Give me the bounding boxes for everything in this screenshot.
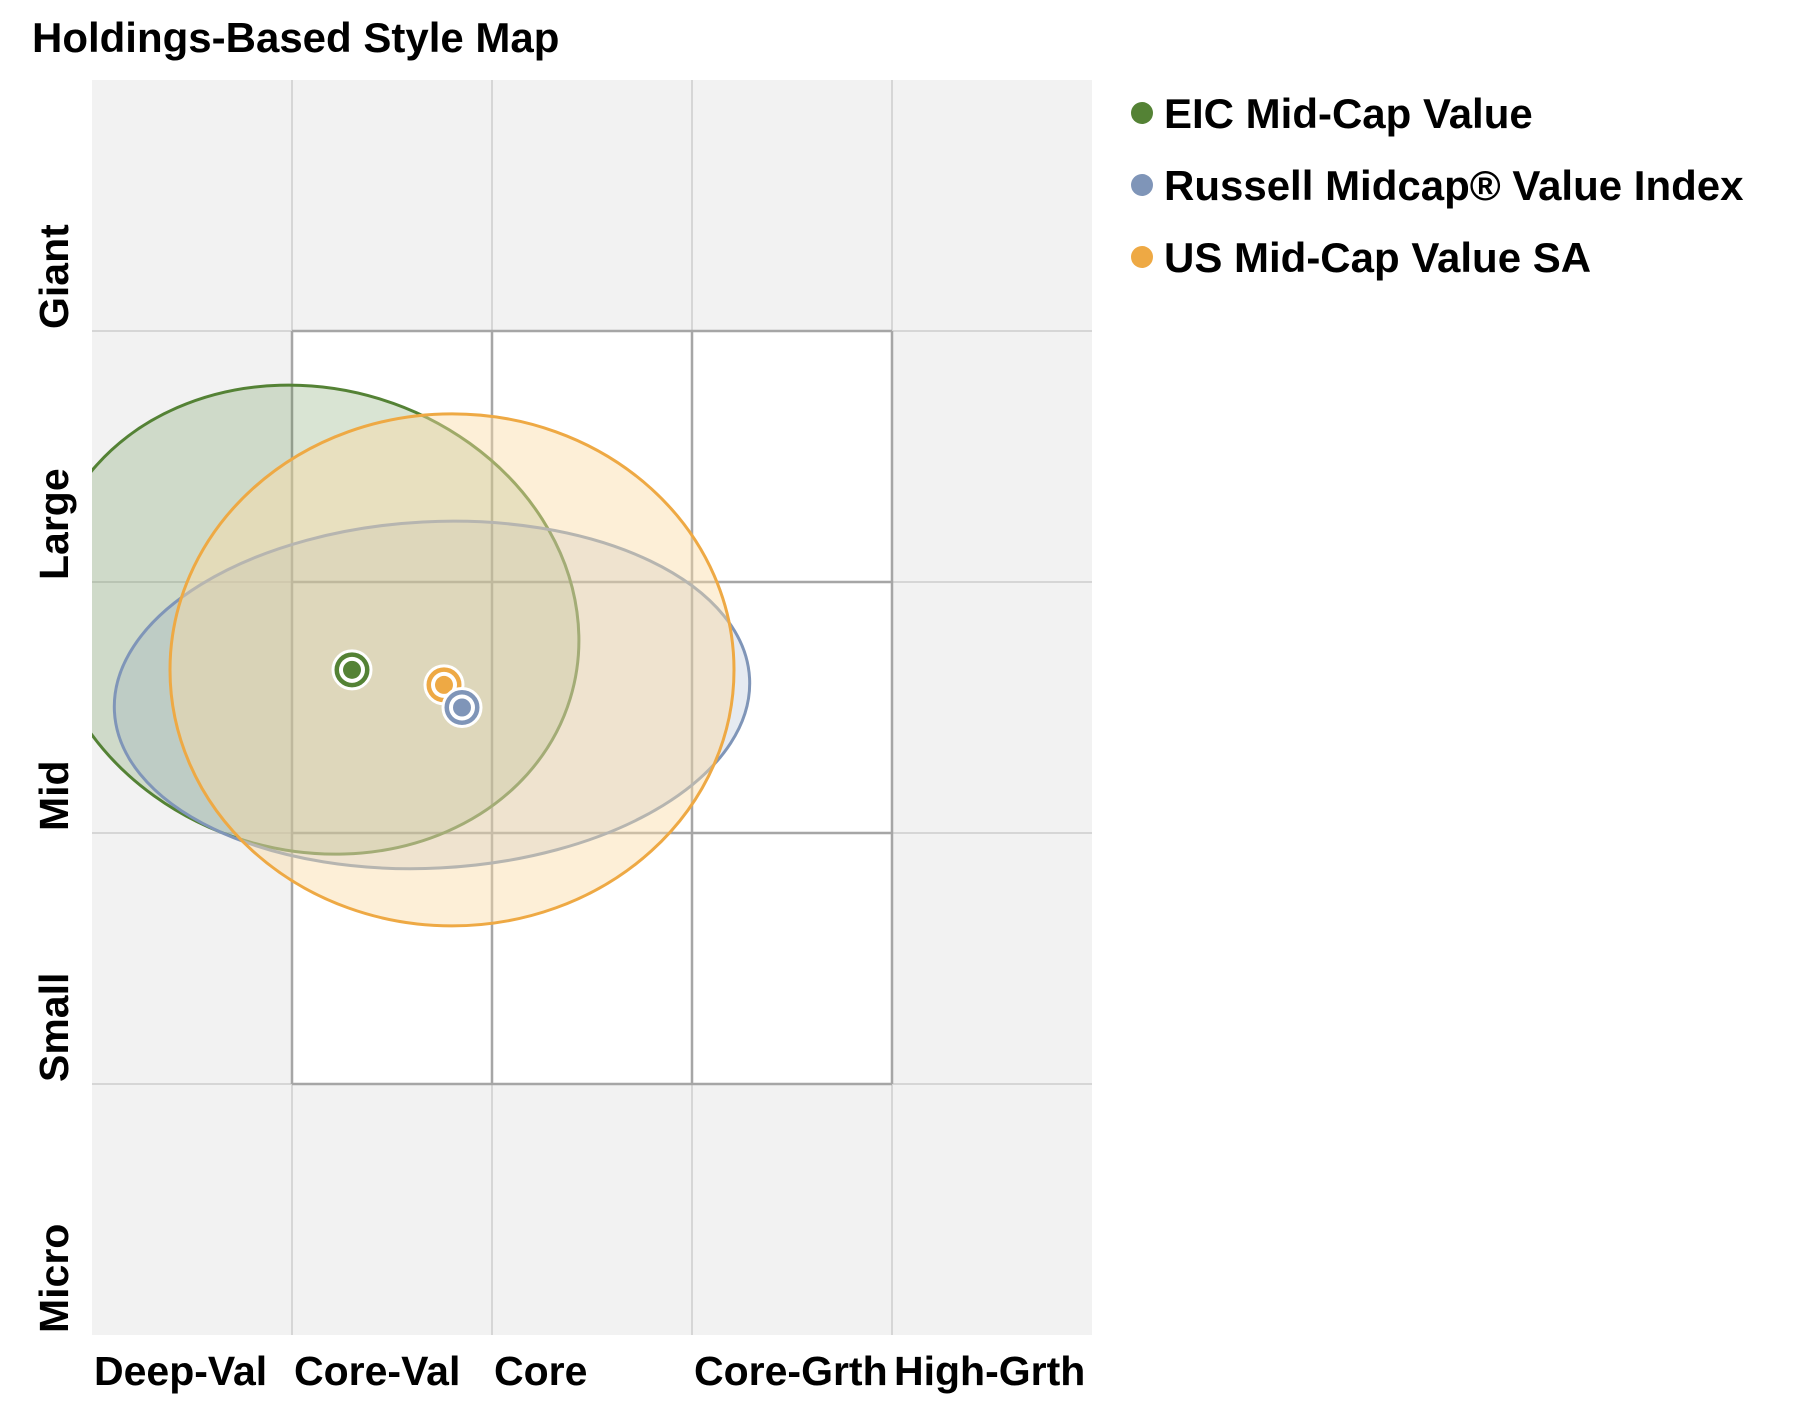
y-axis-label: Micro — [31, 1224, 77, 1333]
x-axis-label: Core-Grth — [694, 1348, 888, 1394]
legend-item: EIC Mid-Cap Value — [1131, 90, 1533, 137]
legend-marker — [1131, 246, 1153, 268]
x-axis-labels: Deep-Val Core-Val Core Core-Grth High-Grth — [94, 1348, 1085, 1394]
legend: EIC Mid-Cap Value Russell Midcap® Value I… — [1131, 90, 1744, 281]
chart-title: Holdings-Based Style Map — [32, 14, 559, 61]
y-axis-label: Mid — [31, 760, 77, 831]
centroid-marker-1 — [441, 687, 483, 728]
legend-marker — [1131, 174, 1153, 196]
y-axis-labels: Giant Large Mid Small Micro — [31, 224, 77, 1333]
x-axis-label: Core-Val — [294, 1348, 460, 1394]
y-axis-label: Giant — [31, 224, 77, 329]
legend-label: EIC Mid-Cap Value — [1164, 90, 1533, 137]
legend-item: US Mid-Cap Value SA — [1131, 234, 1591, 281]
x-axis-label: Deep-Val — [94, 1348, 267, 1394]
centroid-dot — [343, 660, 361, 679]
y-axis-label: Large — [31, 468, 77, 580]
legend-item: Russell Midcap® Value Index — [1131, 162, 1744, 209]
centroid-markers — [331, 649, 483, 728]
centroid-marker-0 — [331, 649, 373, 691]
legend-marker — [1131, 102, 1153, 124]
grid-lines — [92, 80, 1092, 1335]
y-axis-label: Small — [31, 973, 77, 1082]
style-box — [292, 331, 892, 1084]
centroid-dot — [453, 698, 471, 717]
legend-label: US Mid-Cap Value SA — [1164, 234, 1591, 281]
legend-label: Russell Midcap® Value Index — [1164, 162, 1744, 209]
x-axis-label: Core — [494, 1348, 587, 1394]
centroid-dot — [435, 675, 453, 694]
style-box-area — [292, 331, 892, 1084]
x-axis-label: High-Grth — [894, 1348, 1085, 1394]
